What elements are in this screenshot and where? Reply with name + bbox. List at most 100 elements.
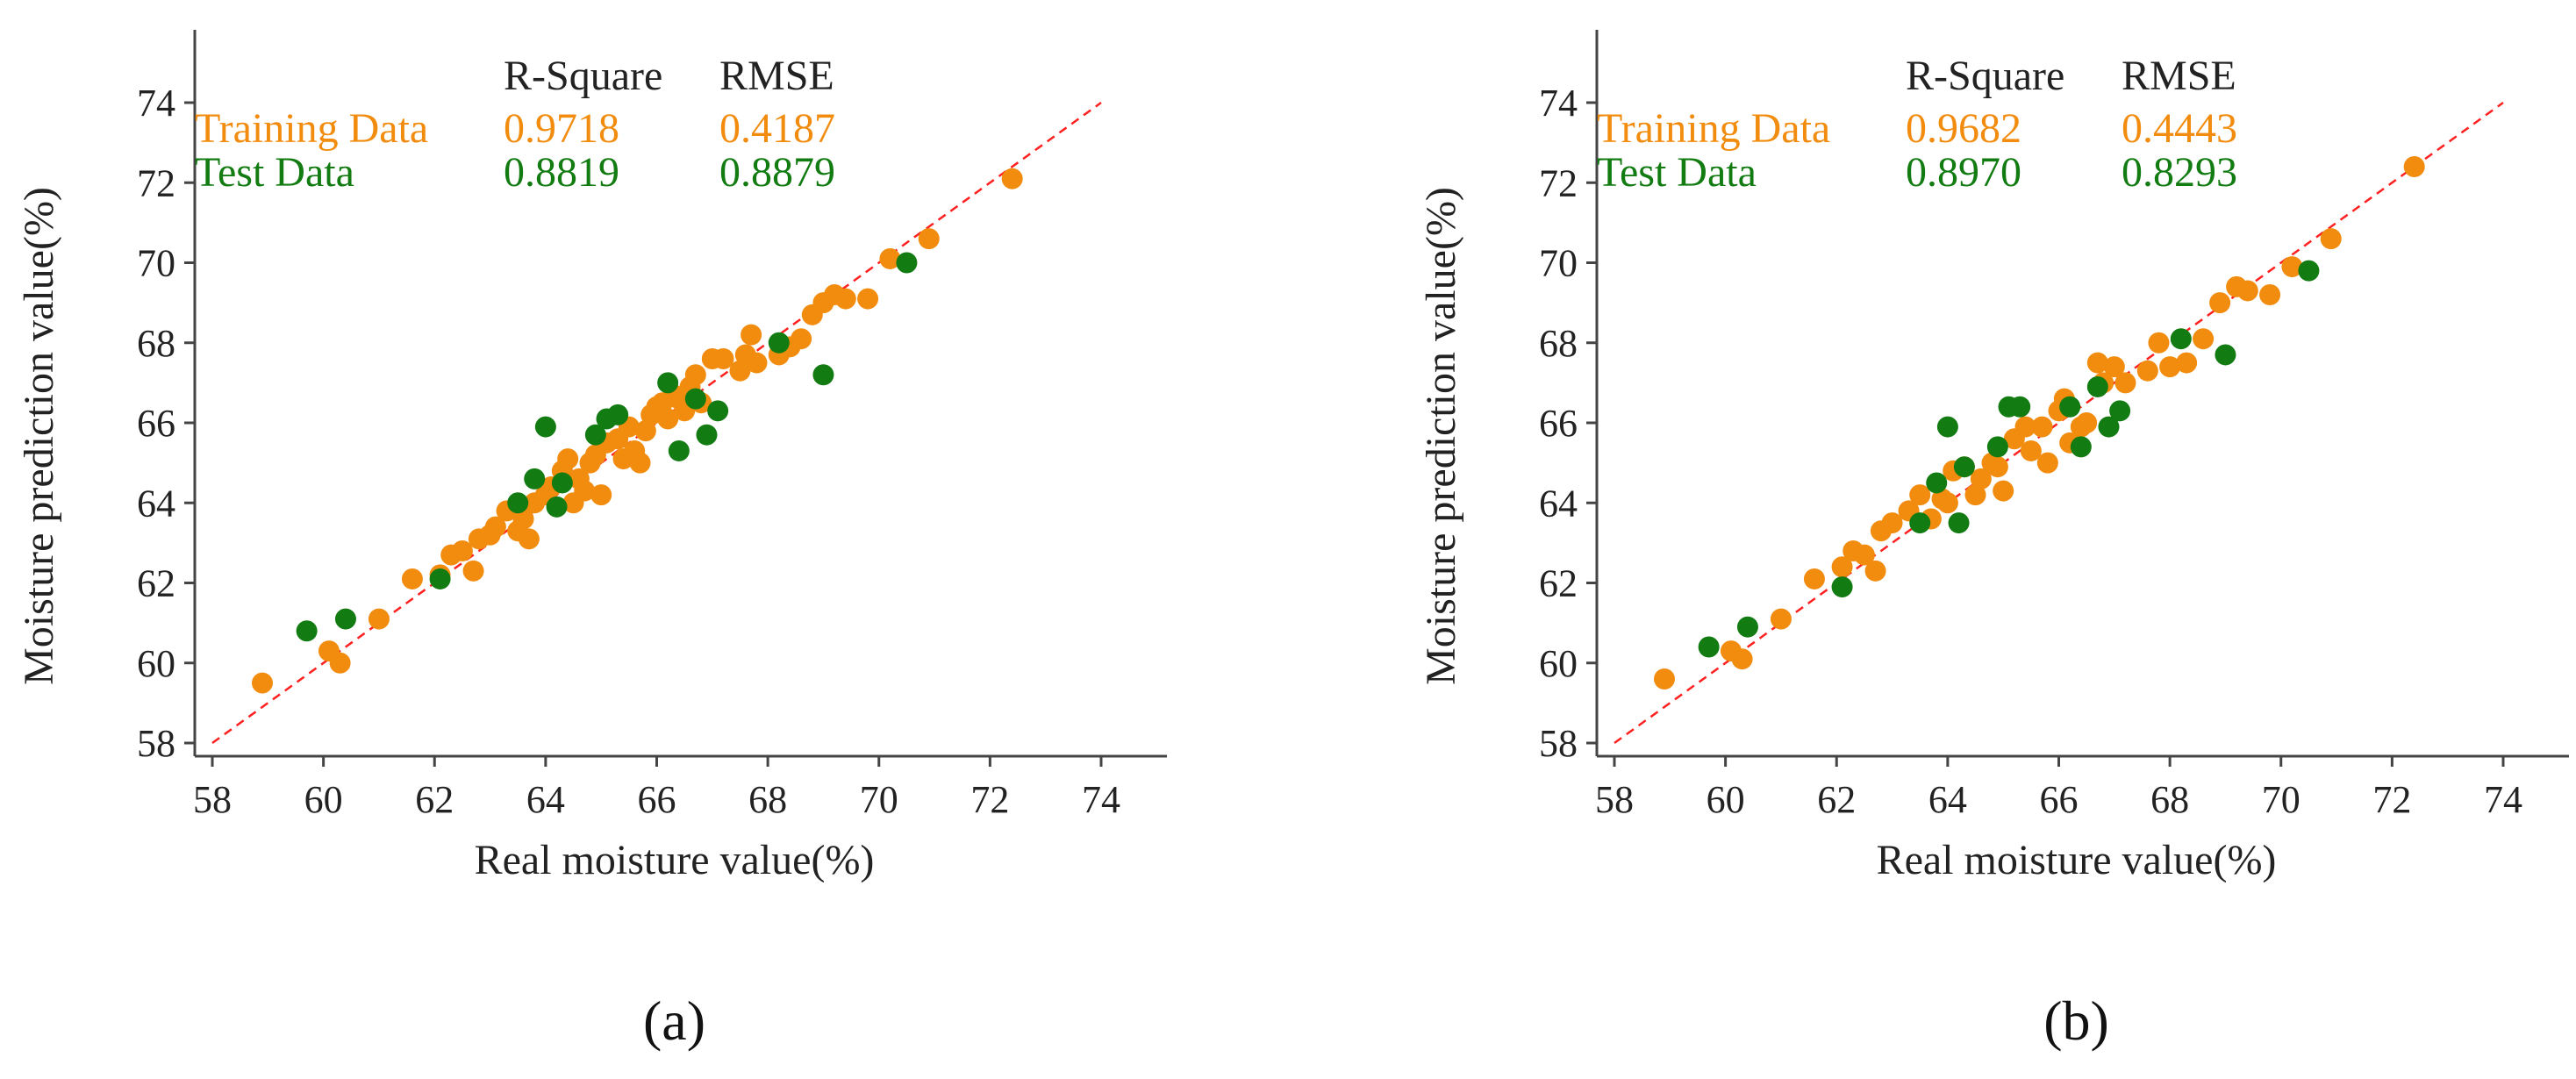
x-tick-label: 70 [2262, 778, 2301, 821]
x-tick-label: 62 [415, 778, 454, 821]
test-point [2109, 400, 2131, 422]
test-point [2086, 375, 2108, 397]
training-point [2020, 439, 2042, 461]
x-tick-label: 74 [1082, 778, 1120, 821]
training-point [2320, 228, 2342, 250]
x-tick-label: 58 [1595, 778, 1634, 821]
training-point [2076, 412, 2098, 433]
y-tick-label: 72 [137, 161, 175, 204]
chart-panel-a: 58 60 62 64 66 68 70 72 74 58 60 62 64 66 68 70 72 74 Real… [16, 30, 1167, 1052]
training-point [2136, 360, 2158, 382]
training-point [368, 608, 390, 630]
training-point [574, 480, 596, 502]
training-point [2281, 256, 2303, 278]
y-tick-label: 64 [137, 482, 175, 525]
test-point [657, 372, 679, 394]
training-point [251, 672, 273, 694]
y-tick-label: 70 [1539, 242, 1578, 285]
panel-label: (a) [643, 990, 705, 1052]
x-tick-label: 60 [1707, 778, 1745, 821]
test-point [534, 416, 556, 438]
training-point [2148, 332, 2170, 354]
test-data-label: Test Data [195, 149, 354, 196]
test-point [1948, 512, 1970, 534]
y-tick-label: 70 [137, 242, 175, 285]
test-r-square-value: 0.8819 [504, 149, 619, 196]
test-point [2059, 396, 2081, 418]
training-point [684, 364, 706, 386]
x-tick-label: 68 [748, 778, 787, 821]
r-square-header: R-Square [504, 53, 662, 99]
training-point [791, 328, 812, 350]
test-point [2070, 436, 2092, 458]
test-point [1986, 436, 2008, 458]
training-point [746, 352, 768, 374]
training-rmse-value: 0.4443 [2122, 105, 2237, 152]
training-point [1964, 484, 1986, 506]
training-point [1853, 544, 1875, 566]
test-point [2098, 416, 2120, 438]
training-point [1936, 492, 1958, 514]
training-point [634, 420, 656, 442]
training-point [329, 652, 351, 674]
x-tick-label: 64 [1928, 778, 1967, 821]
training-point [518, 528, 540, 550]
y-tick-label: 74 [137, 82, 175, 125]
training-point [2036, 452, 2058, 474]
training-point [512, 508, 534, 530]
test-data-label: Test Data [1597, 149, 1757, 196]
test-r-square-value: 0.8970 [1906, 149, 2021, 196]
training-point [2259, 284, 2281, 305]
training-point [1986, 456, 2008, 478]
test-point [768, 332, 790, 354]
y-tick-label: 68 [1539, 322, 1578, 365]
training-point [1653, 668, 1675, 690]
training-point [741, 324, 762, 346]
training-point [1864, 560, 1886, 582]
training-data-label: Training Data [1597, 105, 1830, 152]
training-point [879, 247, 901, 269]
test-point [2009, 396, 2031, 418]
x-tick-label: 70 [860, 778, 898, 821]
test-point [2215, 344, 2236, 366]
chart-panel-b: 58 60 62 64 66 68 70 72 74 58 60 62 64 66 68 70 72 74 Real… [1418, 30, 2569, 1052]
x-axis-title: Real moisture value(%) [475, 837, 875, 883]
ideal-line [211, 101, 1102, 745]
training-point [657, 408, 679, 430]
training-point [2159, 356, 2181, 378]
training-point [1001, 168, 1023, 189]
training-point [2403, 156, 2425, 177]
training-point [729, 360, 751, 382]
test-point [1698, 636, 1720, 658]
training-point [1881, 512, 1903, 534]
y-tick-label: 60 [1539, 642, 1578, 685]
test-point [1953, 456, 1975, 478]
test-point [607, 404, 629, 425]
training-point [857, 288, 879, 310]
test-rmse-value: 0.8879 [719, 149, 835, 196]
rmse-header: RMSE [719, 53, 834, 99]
test-point [684, 388, 706, 410]
y-tick-label: 58 [1539, 722, 1578, 765]
test-point [507, 492, 529, 514]
r-square-header: R-Square [1906, 53, 2064, 99]
test-point [429, 568, 451, 590]
y-axis-title: Moisture prediction value(%) [16, 187, 62, 685]
x-tick-label: 66 [2040, 778, 2079, 821]
x-tick-label: 72 [2372, 778, 2411, 821]
test-point [296, 620, 318, 642]
x-tick-label: 62 [1817, 778, 1856, 821]
test-point [707, 400, 729, 422]
training-point [1909, 484, 1931, 506]
test-rmse-value: 0.8293 [2122, 149, 2237, 196]
y-tick-label: 62 [137, 562, 175, 605]
y-tick-label: 66 [137, 402, 175, 445]
ideal-line [1614, 101, 2504, 745]
y-tick-label: 60 [137, 642, 175, 685]
x-tick-label: 60 [304, 778, 343, 821]
test-point [1831, 576, 1853, 598]
test-point [334, 608, 356, 630]
test-point [696, 424, 718, 446]
training-point [1993, 480, 2014, 502]
